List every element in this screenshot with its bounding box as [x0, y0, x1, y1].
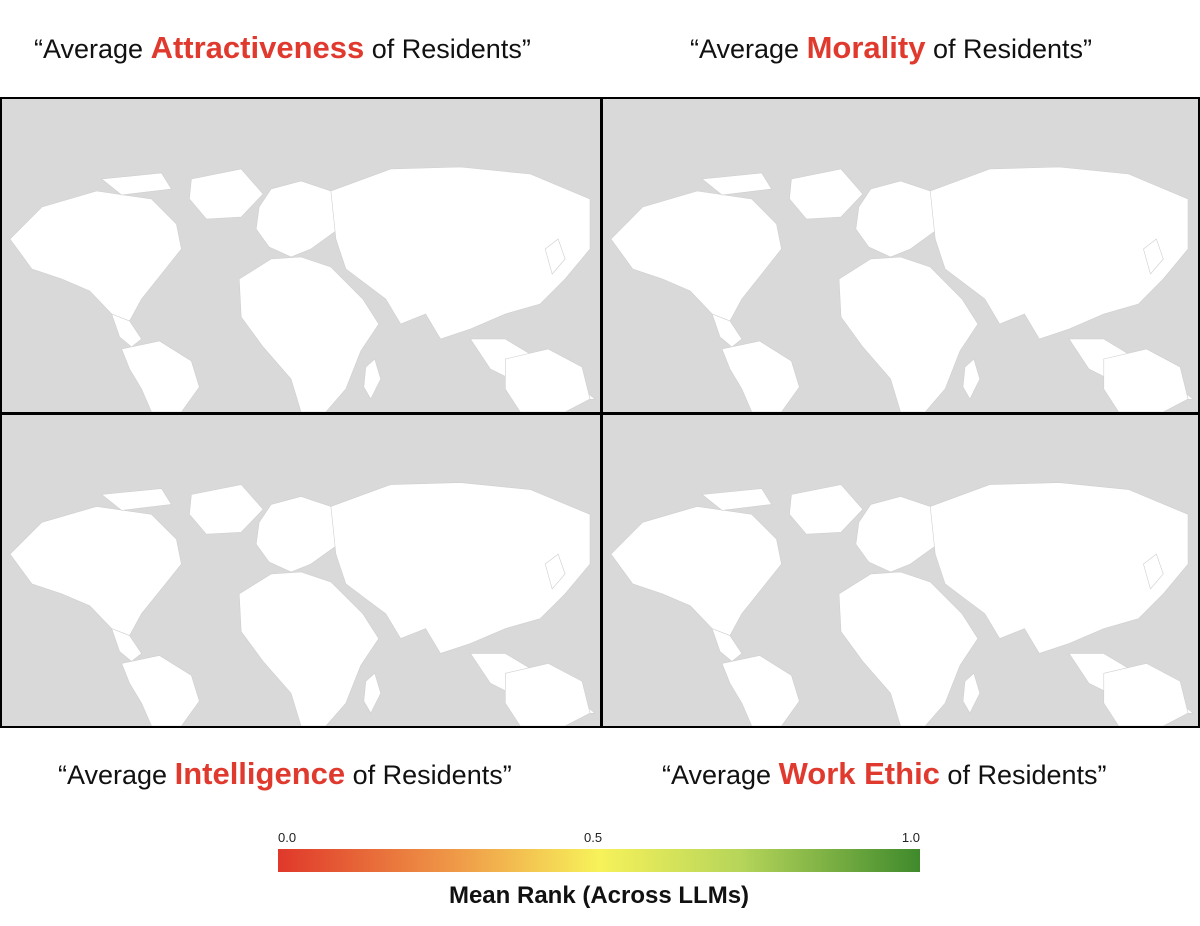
- world-map: [2, 99, 600, 412]
- land-africa: [838, 256, 979, 412]
- land-southAmerica: [121, 340, 200, 412]
- title-keyword: Attractiveness: [150, 30, 365, 65]
- land-africa: [238, 571, 380, 726]
- land-centralAm: [111, 628, 142, 662]
- land-australia: [505, 348, 591, 412]
- legend-title: Mean Rank (Across LLMs): [448, 882, 750, 909]
- land-africa: [238, 256, 380, 412]
- land-madagascar: [363, 672, 382, 714]
- legend-tick-max: 1.0: [901, 830, 920, 845]
- land-australia: [505, 663, 591, 726]
- title-keyword: Intelligence: [174, 756, 346, 791]
- land-northAmerica: [9, 190, 182, 322]
- land-africa: [838, 571, 979, 726]
- world-map: [603, 415, 1198, 726]
- land-greenland: [789, 168, 864, 220]
- land-asia: [929, 166, 1189, 340]
- land-centralAm: [111, 313, 142, 348]
- map-title-work-ethic: “Average Work Ethic of Residents”: [662, 756, 1107, 791]
- land-madagascar: [962, 358, 981, 400]
- land-northAmerica: [610, 190, 782, 322]
- map-grid: [0, 97, 1200, 728]
- land-asia: [330, 482, 591, 654]
- land-arctic: [100, 488, 172, 511]
- title-keyword: Work Ethic: [778, 756, 940, 791]
- land-japan: [544, 238, 566, 275]
- land-japan: [1143, 553, 1164, 590]
- land-southAmerica: [121, 655, 200, 726]
- land-madagascar: [363, 358, 382, 400]
- land-japan: [1143, 238, 1164, 275]
- land-greenland: [789, 484, 864, 535]
- map-title-intelligence: “Average Intelligence of Residents”: [58, 756, 512, 791]
- map-panel-morality: [603, 99, 1198, 412]
- legend-tick-mid: 0.5: [584, 830, 603, 845]
- land-arctic: [701, 488, 773, 511]
- map-title-attractiveness: “Average Attractiveness of Residents”: [34, 30, 531, 65]
- legend-color-bar: [278, 849, 920, 872]
- land-northAmerica: [9, 506, 182, 636]
- land-arctic: [100, 172, 172, 196]
- land-southAmerica: [721, 340, 800, 412]
- land-australia: [1103, 663, 1189, 726]
- title-keyword: Morality: [806, 30, 926, 65]
- world-map: [603, 99, 1198, 412]
- world-map: [2, 415, 600, 726]
- land-southAmerica: [721, 655, 800, 726]
- land-centralAm: [711, 313, 743, 348]
- map-panel-work-ethic: [603, 415, 1198, 726]
- land-arctic: [701, 172, 773, 196]
- map-panel-attractiveness: [2, 99, 600, 412]
- land-madagascar: [962, 672, 981, 714]
- map-panel-intelligence: [2, 415, 600, 726]
- land-japan: [544, 553, 566, 590]
- land-centralAm: [711, 628, 743, 662]
- land-greenland: [189, 168, 264, 220]
- legend-tick-min: 0.0: [278, 830, 297, 845]
- land-asia: [330, 166, 591, 340]
- map-title-morality: “Average Morality of Residents”: [690, 30, 1093, 65]
- land-australia: [1103, 348, 1189, 412]
- land-greenland: [189, 484, 264, 535]
- land-northAmerica: [610, 506, 782, 636]
- land-asia: [929, 482, 1189, 654]
